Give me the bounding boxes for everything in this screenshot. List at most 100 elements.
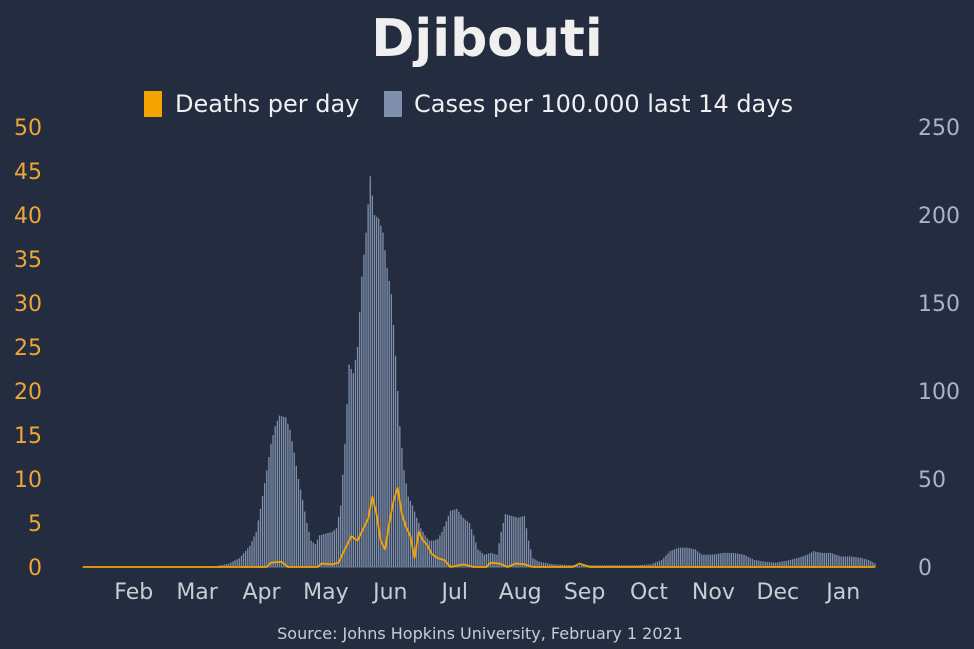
case-bar bbox=[456, 508, 458, 567]
case-bar bbox=[806, 554, 809, 567]
case-bar bbox=[384, 250, 386, 567]
case-bar bbox=[561, 564, 564, 567]
case-bar bbox=[428, 540, 431, 567]
case-bar bbox=[802, 556, 804, 567]
case-bar bbox=[775, 562, 777, 567]
case-bar bbox=[517, 517, 519, 567]
case-bar bbox=[570, 565, 572, 567]
y-left-tick-label: 25 bbox=[14, 336, 42, 361]
case-bar bbox=[295, 465, 297, 567]
case-bar bbox=[424, 535, 426, 567]
case-bar bbox=[654, 562, 656, 567]
case-bar bbox=[665, 555, 667, 567]
case-bar bbox=[857, 557, 859, 567]
case-bar bbox=[439, 535, 441, 567]
case-bar bbox=[283, 416, 285, 567]
case-bar bbox=[726, 552, 728, 567]
y-right-tick-label: 50 bbox=[918, 468, 946, 493]
case-bar bbox=[747, 556, 749, 567]
case-bar bbox=[335, 528, 338, 567]
case-bar bbox=[245, 550, 247, 567]
case-bar bbox=[770, 562, 773, 567]
case-bar bbox=[637, 565, 640, 567]
case-bar bbox=[494, 554, 496, 567]
case-bar bbox=[739, 553, 741, 567]
case-bar bbox=[694, 549, 697, 567]
case-bar bbox=[272, 435, 274, 567]
case-bar bbox=[652, 563, 654, 567]
case-bar bbox=[373, 215, 376, 567]
source-note: Source: Johns Hopkins University, Februa… bbox=[277, 624, 683, 643]
case-bar bbox=[253, 536, 255, 567]
case-bar bbox=[420, 528, 422, 567]
case-bar bbox=[787, 560, 790, 567]
x-axis: Feb Mar Apr May Jun Jul Aug Sep Oct Nov Dec Jan bbox=[114, 580, 860, 605]
case-bar bbox=[842, 556, 844, 567]
case-bar bbox=[289, 429, 291, 567]
case-bar bbox=[699, 552, 701, 567]
deaths-series-line bbox=[83, 486, 875, 568]
case-bar bbox=[658, 560, 661, 567]
case-bar bbox=[675, 548, 678, 567]
case-bar bbox=[327, 532, 329, 567]
case-bar bbox=[242, 553, 245, 567]
case-bar bbox=[794, 558, 796, 567]
case-bar bbox=[530, 549, 532, 567]
case-bar bbox=[483, 554, 485, 567]
case-bar bbox=[251, 541, 253, 567]
y-axis-left: 0 5 10 15 20 25 30 35 40 45 50 bbox=[14, 116, 42, 581]
case-bar bbox=[449, 510, 452, 567]
x-tick-label: Oct bbox=[630, 580, 668, 605]
case-bar bbox=[642, 564, 644, 567]
case-bar bbox=[382, 232, 384, 567]
case-bar bbox=[565, 564, 568, 567]
case-bar bbox=[247, 548, 249, 567]
case-bar bbox=[232, 561, 234, 567]
case-bar bbox=[506, 514, 509, 567]
case-bar bbox=[266, 470, 268, 567]
case-bar bbox=[496, 554, 498, 567]
case-bar bbox=[323, 534, 325, 567]
case-bar bbox=[760, 561, 762, 567]
case-bar bbox=[737, 553, 739, 567]
y-right-tick-label: 150 bbox=[918, 292, 960, 317]
case-bar bbox=[447, 515, 450, 567]
case-bar bbox=[359, 311, 361, 567]
case-bar bbox=[709, 554, 711, 567]
case-bar bbox=[836, 555, 838, 567]
case-bar bbox=[479, 551, 481, 567]
case-bar bbox=[789, 559, 792, 567]
case-bar bbox=[346, 404, 348, 567]
y-left-tick-label: 50 bbox=[14, 116, 42, 141]
case-bar bbox=[331, 531, 333, 567]
case-bar bbox=[682, 547, 684, 567]
x-tick-label: Apr bbox=[242, 580, 281, 605]
case-bar bbox=[870, 561, 872, 567]
case-bar bbox=[230, 562, 232, 567]
y-left-tick-label: 5 bbox=[28, 512, 42, 537]
case-bar bbox=[261, 496, 264, 567]
y-right-tick-label: 100 bbox=[918, 380, 960, 405]
chart-title: Djibouti bbox=[371, 9, 602, 69]
case-bar bbox=[800, 556, 802, 567]
case-bar bbox=[673, 549, 675, 567]
case-bar bbox=[264, 483, 266, 567]
case-bar bbox=[661, 559, 663, 567]
case-bar bbox=[825, 552, 828, 567]
case-bar bbox=[777, 562, 779, 567]
case-bar bbox=[302, 500, 304, 567]
case-bar bbox=[489, 552, 492, 567]
case-bar bbox=[840, 556, 842, 567]
case-bar bbox=[865, 559, 868, 567]
case-bar bbox=[532, 558, 534, 567]
case-bar bbox=[504, 514, 507, 567]
case-bar bbox=[848, 556, 851, 567]
case-bar bbox=[500, 531, 502, 567]
case-bar bbox=[280, 416, 283, 567]
case-bar bbox=[639, 564, 642, 567]
case-bar bbox=[851, 556, 853, 567]
case-bar bbox=[401, 448, 403, 567]
case-bar bbox=[352, 373, 355, 567]
case-bar bbox=[701, 554, 703, 567]
